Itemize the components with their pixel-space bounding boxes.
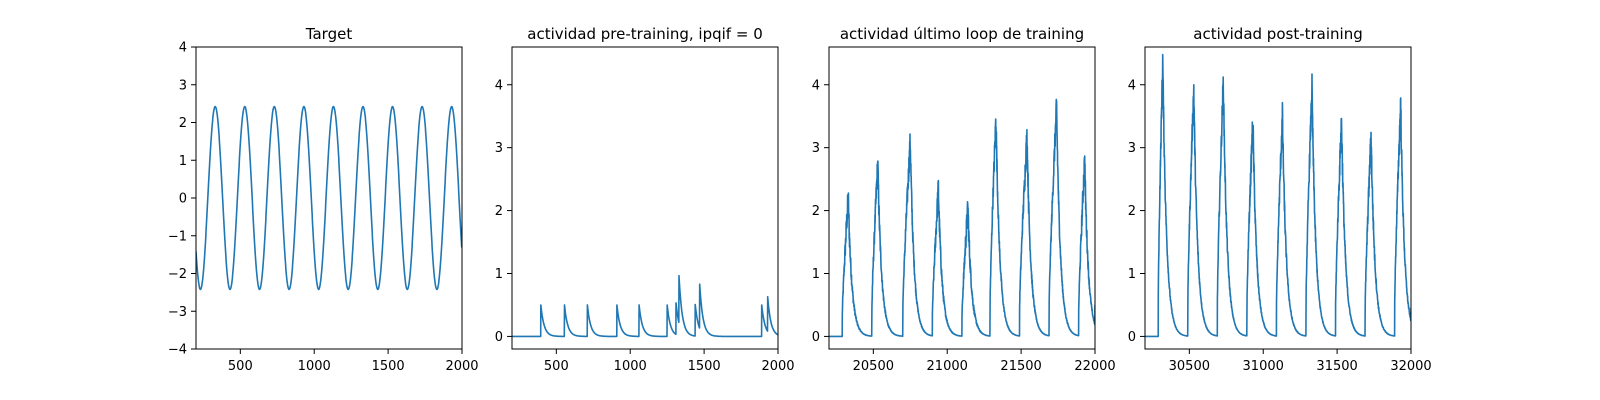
y-tick-label: 0: [1128, 330, 1136, 345]
y-tick-label: 3: [812, 141, 820, 156]
x-tick-label: 20500: [853, 359, 894, 374]
y-tick-label: 2: [812, 204, 820, 219]
panel-title: actividad pre-training, ipqif = 0: [527, 25, 763, 43]
x-tick-label: 1000: [614, 359, 647, 374]
panel-title: Target: [305, 25, 353, 43]
series-line-1-1: [196, 105, 462, 291]
y-tick-label: −2: [168, 267, 187, 282]
panel-4: 30500 31000 31500 32000 0 1 2 3 4 actividad post-…: [1128, 25, 1432, 374]
x-tick-label: 31000: [1243, 359, 1284, 374]
y-tick-label: 4: [1128, 78, 1136, 93]
x-tick-label: 31500: [1316, 359, 1357, 374]
series-line-4-1: [1145, 53, 1411, 338]
axes-frame-4: [1144, 46, 1412, 350]
y-tick-label: 1: [1128, 267, 1136, 282]
x-tick-label: 21000: [927, 359, 968, 374]
y-tick-label: −3: [168, 305, 187, 320]
x-tick-label: 1500: [372, 359, 405, 374]
axes-frame-2: [511, 46, 779, 350]
panel-2: 500 1000 1500 2000 0 1 2 3 4 actividad pre-traini…: [495, 25, 795, 374]
panel-3: 20500 21000 21500 22000 0 1 2 3 4 actividad últim…: [812, 25, 1116, 374]
y-tick-label: 4: [812, 78, 820, 93]
series-line-3-1: [829, 98, 1095, 338]
axes-frame-1: [195, 46, 463, 350]
y-tick-label: 1: [179, 154, 187, 169]
panel-title: actividad post-training: [1193, 25, 1362, 43]
x-tick-label: 30500: [1169, 359, 1210, 374]
axes-frame-3: [828, 46, 1096, 350]
y-tick-label: 3: [179, 78, 187, 93]
panel-1: 500 1000 1500 2000 −4 −3 −2 −1 0 1 2 3 4 Target: [168, 25, 479, 374]
y-tick-label: 0: [812, 330, 820, 345]
x-tick-label: 22000: [1074, 359, 1115, 374]
x-tick-label: 500: [544, 359, 569, 374]
y-tick-label: 1: [495, 267, 503, 282]
y-tick-label: 4: [495, 78, 503, 93]
y-tick-label: 4: [179, 41, 187, 56]
y-tick-label: 3: [495, 141, 503, 156]
x-tick-label: 1000: [298, 359, 331, 374]
series-line-2-1: [512, 274, 778, 338]
y-tick-label: 1: [812, 267, 820, 282]
y-tick-label: 2: [179, 116, 187, 131]
x-tick-label: 2000: [761, 359, 794, 374]
y-tick-label: 2: [495, 204, 503, 219]
x-tick-label: 21500: [1000, 359, 1041, 374]
x-tick-label: 32000: [1390, 359, 1431, 374]
x-tick-label: 500: [228, 359, 253, 374]
y-tick-label: 0: [179, 192, 187, 207]
y-tick-label: 2: [1128, 204, 1136, 219]
y-tick-label: 0: [495, 330, 503, 345]
x-tick-label: 2000: [445, 359, 478, 374]
y-tick-label: −1: [168, 229, 187, 244]
panel-title: actividad último loop de training: [840, 25, 1084, 43]
y-tick-label: −4: [168, 343, 187, 358]
y-tick-label: 3: [1128, 141, 1136, 156]
x-tick-label: 1500: [688, 359, 721, 374]
